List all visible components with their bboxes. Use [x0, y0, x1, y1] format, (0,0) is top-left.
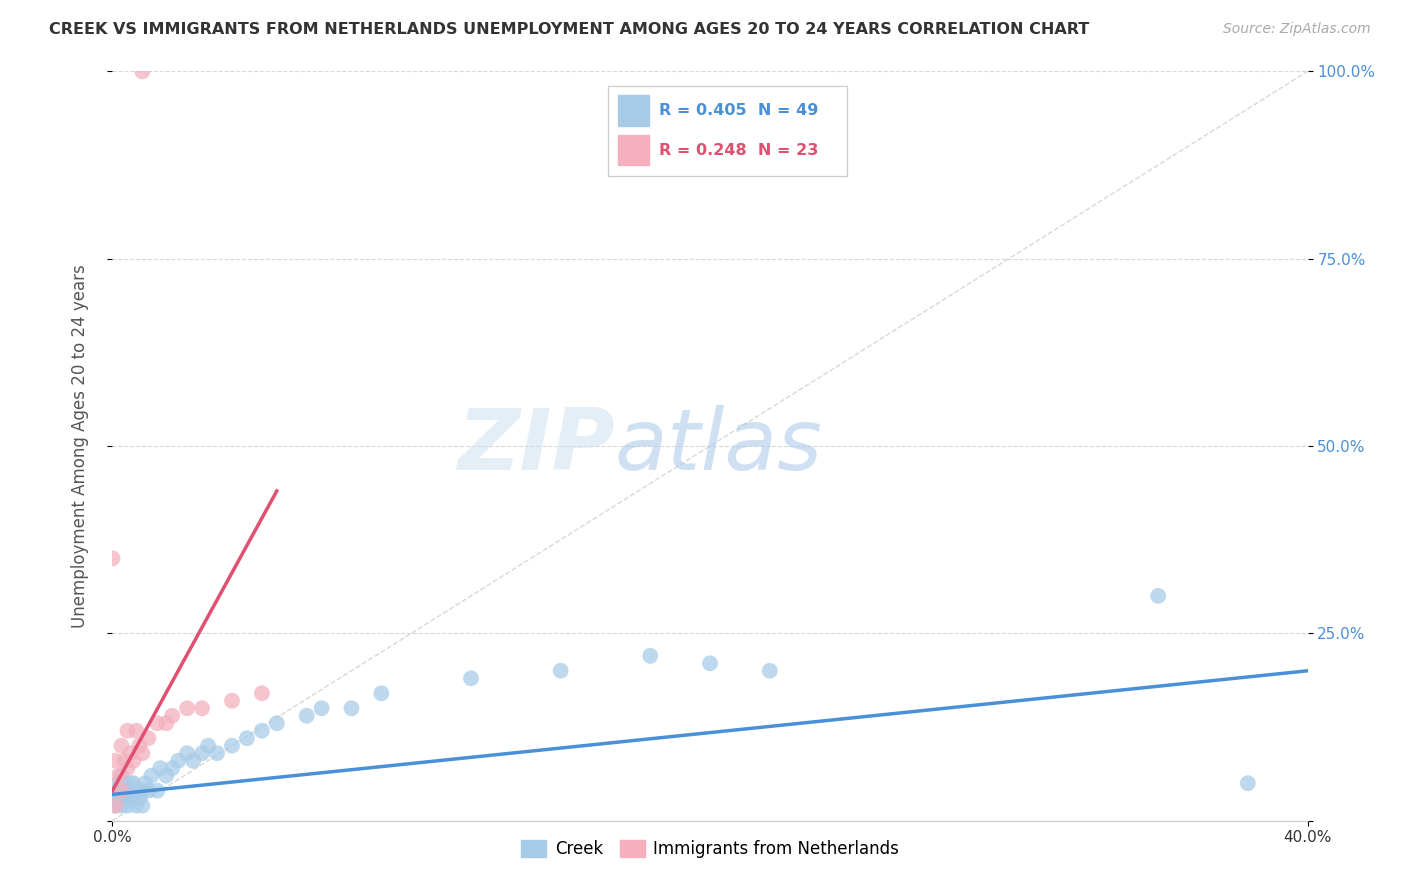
Point: [120, 746, 142, 760]
Point: [460, 671, 482, 685]
Point: [155, 769, 177, 783]
Point: [134, 776, 156, 790]
Point: [640, 648, 662, 663]
Point: [104, 783, 127, 797]
Point: [110, 783, 132, 797]
Point: [146, 716, 169, 731]
Point: [122, 791, 145, 805]
Point: [141, 769, 163, 783]
Point: [295, 708, 318, 723]
Point: [155, 716, 177, 731]
Point: [114, 791, 135, 805]
Point: [162, 761, 183, 775]
Point: [370, 686, 392, 700]
Point: [125, 723, 148, 738]
Point: [107, 776, 129, 790]
Point: [122, 776, 145, 790]
Point: [221, 739, 243, 753]
Point: [117, 798, 139, 813]
Point: [197, 739, 219, 753]
Point: [550, 664, 572, 678]
Point: [110, 798, 132, 813]
Point: [250, 686, 273, 700]
Point: [104, 798, 127, 813]
Point: [131, 64, 153, 78]
Point: [117, 783, 139, 797]
Point: [176, 701, 198, 715]
Point: [120, 791, 142, 805]
Point: [122, 754, 145, 768]
Point: [110, 783, 132, 797]
Point: [236, 731, 259, 746]
Point: [759, 664, 782, 678]
Point: [266, 716, 288, 731]
Point: [110, 739, 132, 753]
Point: [181, 754, 204, 768]
Point: [221, 694, 243, 708]
Point: [117, 761, 139, 775]
Point: [250, 723, 273, 738]
Text: ZIP: ZIP: [457, 404, 614, 488]
Point: [104, 754, 127, 768]
Point: [120, 776, 142, 790]
Point: [162, 708, 183, 723]
Point: [107, 791, 129, 805]
Point: [191, 701, 214, 715]
Point: [167, 754, 190, 768]
Point: [128, 739, 150, 753]
Text: atlas: atlas: [614, 404, 823, 488]
Point: [340, 701, 363, 715]
Point: [104, 798, 127, 813]
Point: [146, 783, 169, 797]
Point: [699, 657, 721, 671]
Point: [101, 791, 124, 805]
Point: [1147, 589, 1170, 603]
Point: [138, 783, 160, 797]
Point: [117, 723, 139, 738]
Point: [176, 746, 198, 760]
Text: Source: ZipAtlas.com: Source: ZipAtlas.com: [1223, 22, 1371, 37]
Legend: Creek, Immigrants from Netherlands: Creek, Immigrants from Netherlands: [515, 833, 905, 864]
Point: [114, 754, 135, 768]
Point: [114, 776, 135, 790]
Point: [128, 791, 150, 805]
Point: [311, 701, 333, 715]
Point: [205, 746, 228, 760]
Text: CREEK VS IMMIGRANTS FROM NETHERLANDS UNEMPLOYMENT AMONG AGES 20 TO 24 YEARS CORR: CREEK VS IMMIGRANTS FROM NETHERLANDS UNE…: [49, 22, 1090, 37]
Point: [110, 769, 132, 783]
Point: [125, 798, 148, 813]
Point: [131, 798, 153, 813]
Y-axis label: Unemployment Among Ages 20 to 24 years: Unemployment Among Ages 20 to 24 years: [70, 264, 89, 628]
Point: [107, 769, 129, 783]
Point: [191, 746, 214, 760]
Point: [138, 731, 160, 746]
Point: [131, 783, 153, 797]
Point: [125, 783, 148, 797]
Point: [101, 551, 124, 566]
Point: [131, 746, 153, 760]
Point: [149, 761, 172, 775]
Point: [1237, 776, 1260, 790]
